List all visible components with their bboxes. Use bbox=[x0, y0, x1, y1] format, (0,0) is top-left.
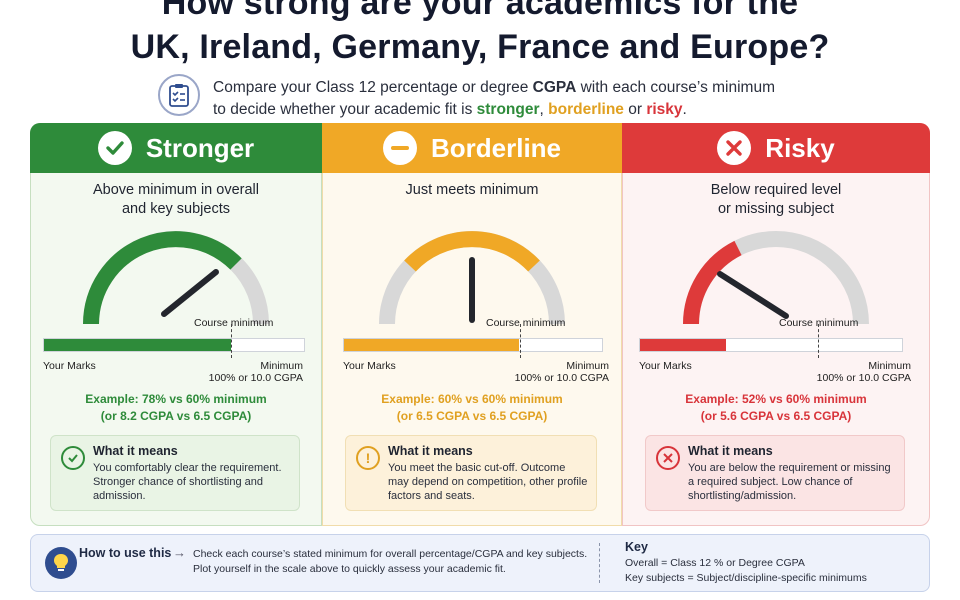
your-marks-label: Your Marks bbox=[43, 360, 96, 372]
risky-header: Risky bbox=[622, 123, 930, 173]
marks-bar bbox=[639, 338, 903, 352]
how-to-text: Check each course’s stated minimum for o… bbox=[193, 548, 588, 575]
minus-circle-icon bbox=[382, 131, 417, 165]
risky-gauge bbox=[683, 231, 869, 324]
borderline-subtitle: Just meets minimum bbox=[405, 182, 539, 198]
how-to-title: How to use this bbox=[79, 546, 172, 560]
risky-title: Risky bbox=[765, 132, 835, 163]
key-title: Key bbox=[625, 540, 648, 554]
minimum-label: Minimum 100% or 10.0 CGPA bbox=[514, 360, 609, 384]
meaning-title: What it means bbox=[388, 444, 473, 458]
marks-bar bbox=[343, 338, 603, 352]
meaning-body: You comfortably clear the requirement. S… bbox=[93, 462, 282, 502]
key-text: Overall = Class 12 % or Degree CGPA Key … bbox=[625, 557, 867, 584]
risky-subtitle: Below required level or missing subject bbox=[710, 182, 842, 217]
risky-example: Example: 52% vs 60% minimum (or 5.6 CGPA… bbox=[685, 392, 867, 423]
intro-text: Compare your Class 12 percentage or degr… bbox=[213, 79, 775, 118]
lightbulb-icon bbox=[45, 547, 77, 579]
marks-bar-fill bbox=[344, 339, 520, 351]
stronger-subtitle: Above minimum in overall and key subject… bbox=[92, 182, 259, 217]
your-marks-label: Your Marks bbox=[639, 360, 692, 372]
check-circle-icon bbox=[61, 446, 85, 470]
minimum-label: Minimum 100% or 10.0 CGPA bbox=[816, 360, 911, 384]
clipboard-checklist-icon bbox=[158, 74, 200, 116]
borderline-example: Example: 60% vs 60% minimum (or 6.5 CGPA… bbox=[381, 392, 563, 423]
stronger-panel: Stronger Above minimum in overall and ke… bbox=[30, 123, 322, 526]
borderline-header: Borderline bbox=[322, 123, 622, 173]
x-circle-icon bbox=[656, 446, 680, 470]
marks-bar-fill bbox=[640, 339, 727, 351]
risky-meaning-box: What it means You are below the requirem… bbox=[645, 435, 905, 511]
borderline-panel: Borderline Just meets minimum Course min… bbox=[322, 123, 622, 526]
check-circle-icon bbox=[97, 131, 132, 165]
divider bbox=[599, 543, 600, 583]
minimum-marker bbox=[231, 324, 232, 358]
stronger-header: Stronger bbox=[30, 123, 322, 173]
risky-panel: Risky Below required level or missing su… bbox=[622, 123, 930, 526]
minimum-marker bbox=[520, 324, 521, 358]
course-minimum-label: Course minimum bbox=[194, 317, 274, 329]
meaning-title: What it means bbox=[93, 444, 178, 458]
arrow-right-icon: → bbox=[173, 545, 186, 560]
stronger-title: Stronger bbox=[145, 132, 255, 163]
minimum-label: Minimum 100% or 10.0 CGPA bbox=[208, 360, 303, 384]
exclamation-circle-icon: ! bbox=[356, 446, 380, 470]
marks-bar-fill bbox=[44, 339, 232, 351]
course-minimum-label: Course minimum bbox=[486, 317, 566, 329]
minimum-marker bbox=[818, 324, 819, 358]
page-title-line-2: UK, Ireland, Germany, France and Europe? bbox=[130, 28, 830, 66]
meaning-body: You meet the basic cut-off. Outcome may … bbox=[388, 462, 588, 502]
stronger-meaning-box: What it means You comfortably clear the … bbox=[50, 435, 300, 511]
meaning-body: You are below the requirement or missing… bbox=[688, 462, 891, 502]
x-circle-icon bbox=[717, 131, 752, 165]
meaning-title: What it means bbox=[688, 444, 773, 458]
stronger-gauge bbox=[83, 231, 269, 324]
borderline-meaning-box: ! What it means You meet the basic cut-o… bbox=[345, 435, 597, 511]
course-minimum-label: Course minimum bbox=[779, 317, 859, 329]
borderline-title: Borderline bbox=[430, 132, 562, 163]
marks-bar bbox=[43, 338, 305, 352]
how-to-use-box: How to use this → Check each course’s st… bbox=[30, 534, 930, 592]
page-title-line-1: How strong are your academics for the bbox=[161, 0, 799, 22]
your-marks-label: Your Marks bbox=[343, 360, 396, 372]
stronger-example: Example: 78% vs 60% minimum (or 8.2 CGPA… bbox=[85, 392, 267, 423]
borderline-gauge bbox=[379, 231, 565, 324]
